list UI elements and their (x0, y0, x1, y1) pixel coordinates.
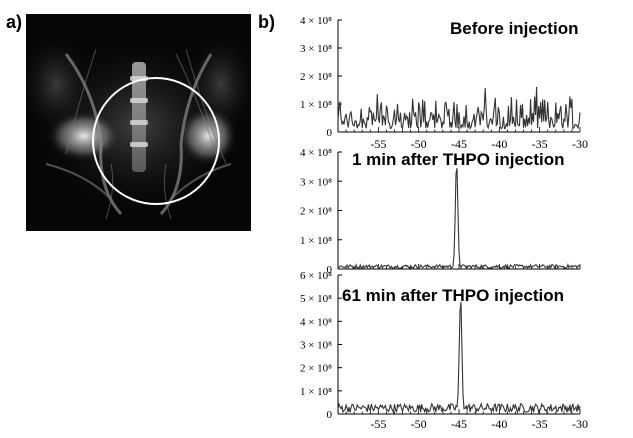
x-tick-label: -50 (411, 417, 427, 431)
tissue-streaks (65, 48, 227, 220)
y-tick-label: 5 × 10⁸ (300, 293, 332, 305)
y-tick-label: 3 × 10⁸ (300, 340, 332, 352)
chart-title-2: 1 min after THPO injection (352, 150, 565, 169)
x-tick-label: -30 (572, 137, 588, 151)
y-tick-label: 1 × 10⁸ (300, 99, 332, 111)
y-tick-label: 0 (327, 127, 333, 139)
y-tick-label: 2 × 10⁸ (300, 363, 332, 375)
right-femur-edge (170, 163, 232, 200)
x-tick-label: -30 (572, 417, 588, 431)
x-tick-label: -40 (491, 137, 507, 151)
y-tick-label: 0 (327, 264, 333, 276)
y-tick-label: 6 × 10⁸ (300, 270, 332, 282)
x-tick-label: -55 (370, 417, 386, 431)
right-hip-bright (178, 106, 238, 166)
y-tick-label: 2 × 10⁸ (300, 206, 332, 218)
y-tick-label: 1 × 10⁸ (300, 386, 332, 398)
y-tick-label: 4 × 10⁸ (300, 147, 332, 159)
spectrum-trace-2 (337, 168, 581, 270)
spectrum-trace-3 (337, 302, 581, 415)
left-hip-bright (46, 110, 122, 162)
left-femur-edge (45, 163, 112, 200)
roi-circle (92, 77, 220, 205)
mri-image (26, 14, 251, 231)
y-tick-label: 4 × 10⁸ (300, 316, 332, 328)
panel-a-label: a) (6, 12, 23, 32)
vertebrae (130, 76, 148, 147)
x-tick-label: -55 (370, 137, 386, 151)
chart-title-3: 61 min after THPO injection (342, 286, 564, 305)
x-tick-label: -45 (451, 137, 467, 151)
x-tick-label: -35 (532, 137, 548, 151)
y-tick-label: 0 (327, 409, 333, 421)
x-tick-label: -40 (491, 417, 507, 431)
y-tick-label: 1 × 10⁸ (300, 235, 332, 247)
y-tick-label: 3 × 10⁸ (300, 43, 332, 55)
x-tick-label: -50 (411, 137, 427, 151)
chart-title-1: Before injection (450, 19, 578, 38)
y-tick-label: 4 × 10⁸ (300, 15, 332, 27)
x-tick-label: -45 (451, 417, 467, 431)
spectrum-trace-1 (337, 86, 581, 131)
y-tick-label: 2 × 10⁸ (300, 71, 332, 83)
x-tick-label: -35 (532, 417, 548, 431)
spectra-charts: 0 1 × 10⁸ 2 × 10⁸ 3 × 10⁸ 4 × 10⁸ -55 -50 -45 -4… (300, 15, 588, 431)
y-tick-label: 3 × 10⁸ (300, 176, 332, 188)
panel-b-label: b) (258, 12, 275, 32)
